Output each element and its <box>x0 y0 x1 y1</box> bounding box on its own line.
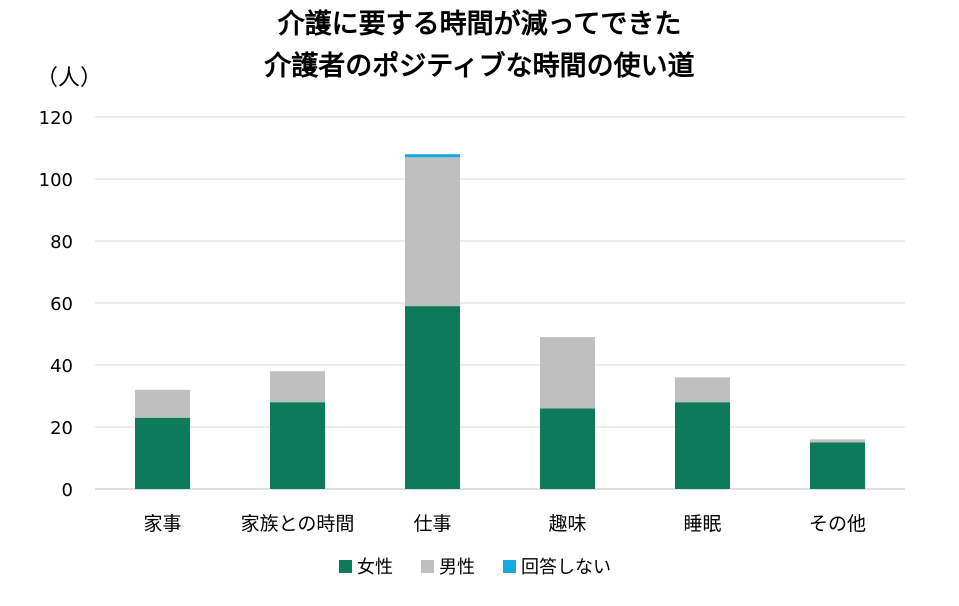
y-tick-label: 40 <box>50 356 73 377</box>
y-tick-label: 20 <box>50 418 73 439</box>
x-category-label: その他 <box>809 513 866 535</box>
bar-segment <box>810 442 865 489</box>
bar-segment <box>270 402 325 489</box>
legend-swatch <box>339 560 352 573</box>
y-tick-label: 0 <box>62 480 73 501</box>
chart-title-line-2: 介護者のポジティブな時間の使い道 <box>264 51 695 82</box>
y-axis-unit-label: （人） <box>36 66 103 91</box>
bar-segment <box>675 377 730 403</box>
x-category-label: 趣味 <box>548 513 586 535</box>
legend-swatch <box>503 560 516 573</box>
legend-label: 回答しない <box>521 557 611 578</box>
legend-label: 女性 <box>357 557 393 578</box>
x-category-label: 家事 <box>143 513 181 535</box>
x-category-label: 睡眠 <box>683 513 721 535</box>
bar-segment <box>135 417 190 489</box>
y-tick-label: 120 <box>39 108 73 129</box>
legend-label: 男性 <box>439 557 475 578</box>
bar-segment <box>270 371 325 403</box>
bar-segment <box>405 154 460 158</box>
y-tick-label: 60 <box>50 294 73 315</box>
legend-swatch <box>421 560 434 573</box>
x-category-label: 仕事 <box>413 513 451 535</box>
y-tick-label: 80 <box>50 232 73 253</box>
bar-segment <box>540 408 595 489</box>
x-category-label: 家族との時間 <box>241 513 355 535</box>
bar-segment <box>810 439 865 443</box>
bar-segment <box>135 389 190 418</box>
bar-segment <box>405 306 460 489</box>
bar-segment <box>540 337 595 409</box>
bar-segment <box>405 157 460 307</box>
bar-segment <box>675 402 730 489</box>
chart-title-line-1: 介護に要する時間が減ってできた <box>277 9 682 40</box>
y-tick-label: 100 <box>39 170 73 191</box>
